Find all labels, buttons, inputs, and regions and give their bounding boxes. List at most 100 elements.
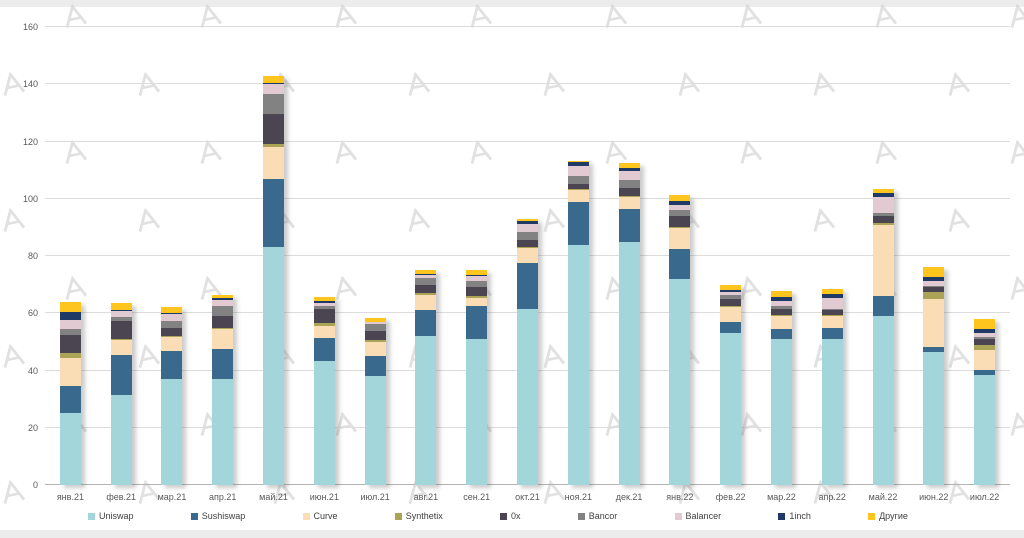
- bar-segment-1inch: [923, 276, 945, 281]
- bar-segment-0x: [415, 285, 437, 294]
- bar-segment-Uniswap: [923, 351, 945, 485]
- bar-segment-Sushiswap: [770, 329, 792, 339]
- bar-segment-1inch: [161, 312, 183, 314]
- bar-group-фев.21: [96, 302, 147, 485]
- bar-segment-0x: [923, 287, 945, 293]
- bar-segment-Uniswap: [161, 379, 183, 485]
- x-tick-label: сен.21: [463, 492, 491, 502]
- bar-segment-Bancor: [161, 321, 183, 328]
- bar-segment-Curve: [821, 315, 843, 328]
- bar-segment-Synthetix: [415, 293, 437, 296]
- bar-segment-0x: [618, 187, 640, 197]
- stacked-bar: [923, 266, 945, 485]
- y-tick-label: 0: [32, 480, 38, 490]
- x-tick-label: июн.22: [919, 492, 949, 502]
- legend-swatch-icon: [500, 512, 508, 520]
- bar-segment-1inch: [567, 161, 589, 166]
- bar-group-июл.22: [959, 319, 1010, 485]
- bar-segment-Bancor: [821, 308, 843, 311]
- bar-segment-Bancor: [974, 337, 996, 339]
- y-tick-label: 160: [22, 22, 38, 32]
- bar-segment-Другие: [263, 75, 285, 83]
- legend-swatch-icon: [190, 512, 198, 520]
- bar-segment-Uniswap: [110, 394, 132, 485]
- legend-label: 0x: [511, 511, 521, 521]
- bar-segment-Uniswap: [313, 360, 335, 485]
- bar-segment-Synthetix: [59, 353, 81, 358]
- bar-segment-1inch: [466, 274, 488, 277]
- bar-segment-Другие: [821, 288, 843, 295]
- x-tick-label: фев.21: [106, 492, 137, 502]
- bar-segment-Sushiswap: [466, 306, 488, 339]
- bar-group-фев.22: [705, 285, 756, 485]
- bar-segment-Другие: [110, 302, 132, 310]
- bar-segment-Другие: [770, 291, 792, 298]
- x-tick-label: фев.22: [715, 492, 746, 502]
- stacked-bar: [466, 269, 488, 485]
- legend-swatch-icon: [674, 512, 682, 520]
- legend-label: Balancer: [685, 511, 722, 521]
- bar-segment-Synthetix: [212, 328, 234, 330]
- bar-segment-Sushiswap: [313, 337, 335, 361]
- gridline-100: [45, 197, 1010, 199]
- x-tick-label: ноя.21: [564, 492, 592, 502]
- bar-segment-Balancer: [415, 275, 437, 279]
- bar-segment-Curve: [669, 228, 691, 249]
- bar-segment-Другие: [872, 188, 894, 194]
- bar-segment-Другие: [212, 295, 234, 299]
- bar-segment-Другие: [313, 297, 335, 302]
- bar-segment-Bancor: [516, 232, 538, 241]
- bar-group-мар.22: [756, 291, 807, 485]
- bar-group-окт.21: [502, 219, 553, 485]
- bar-segment-Synthetix: [923, 292, 945, 300]
- bar-group-мар.21: [147, 306, 198, 485]
- bar-segment-Uniswap: [872, 316, 894, 485]
- x-tick-label: авг.21: [413, 492, 439, 502]
- bar-segment-Другие: [364, 318, 386, 322]
- bar-segment-Sushiswap: [720, 321, 742, 334]
- bar-group-май.22: [858, 188, 909, 485]
- y-tick-label: 20: [27, 422, 38, 433]
- bar-group-апр.21: [197, 295, 248, 485]
- bar-segment-Bancor: [618, 179, 640, 188]
- bar-segment-Bancor: [313, 305, 335, 309]
- bar-segment-Sushiswap: [516, 263, 538, 309]
- stacked-bar: [872, 188, 894, 485]
- legend-label: Bancor: [588, 511, 618, 521]
- bar-segment-1inch: [263, 82, 285, 85]
- bar-segment-Synthetix: [364, 339, 386, 342]
- bar-segment-0x: [110, 320, 132, 339]
- bar-segment-Другие: [161, 306, 183, 313]
- x-tick-label: апр.21: [209, 492, 237, 502]
- stacked-bar: [821, 288, 843, 485]
- bar-segment-Curve: [364, 341, 386, 357]
- bar-segment-0x: [161, 327, 183, 337]
- y-tick-label: 140: [22, 79, 38, 90]
- x-tick-label: май.21: [259, 492, 288, 502]
- y-tick-label: 60: [27, 308, 38, 319]
- bar-segment-Curve: [720, 307, 742, 322]
- bar-segment-0x: [720, 299, 742, 307]
- watermark-forklog-icon: [0, 206, 29, 240]
- legend-swatch-icon: [394, 512, 402, 520]
- x-tick-label: июл.21: [360, 492, 390, 502]
- legend-item-Bancor: Bancor: [577, 511, 618, 521]
- bar-segment-0x: [263, 114, 285, 145]
- bar-segment-Synthetix: [770, 314, 792, 316]
- legend-item-Другие: Другие: [868, 511, 908, 521]
- bar-segment-Sushiswap: [567, 201, 589, 245]
- bar-segment-Curve: [872, 224, 894, 297]
- legend-swatch-icon: [302, 512, 310, 520]
- bar-segment-Sushiswap: [415, 310, 437, 337]
- bar-segment-Другие: [567, 160, 589, 162]
- bar-segment-Bancor: [770, 306, 792, 310]
- bar-segment-Curve: [923, 299, 945, 348]
- bar-segment-Sushiswap: [161, 350, 183, 380]
- bar-segment-Sushiswap: [110, 354, 132, 395]
- bar-segment-Balancer: [669, 205, 691, 210]
- bar-segment-1inch: [59, 311, 81, 321]
- bar-segment-Synthetix: [110, 338, 132, 340]
- bar-segment-Uniswap: [821, 339, 843, 485]
- bar-segment-Curve: [161, 337, 183, 351]
